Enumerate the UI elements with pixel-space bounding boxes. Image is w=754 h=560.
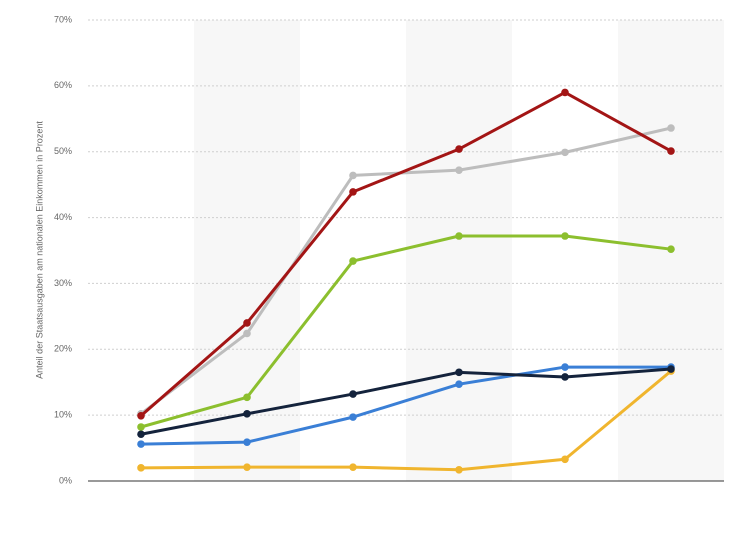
- data-point: [561, 148, 569, 157]
- y-tick-label: 70%: [54, 14, 72, 24]
- data-point: [137, 412, 145, 420]
- y-tick-label: 40%: [54, 212, 72, 222]
- data-point: [667, 124, 675, 132]
- y-tick-label: 20%: [54, 344, 72, 354]
- column-band: [194, 20, 300, 481]
- data-point: [455, 380, 463, 388]
- data-point: [137, 440, 145, 448]
- data-point: [243, 410, 251, 418]
- data-point: [349, 171, 357, 180]
- data-point: [349, 463, 357, 471]
- data-point: [137, 430, 145, 439]
- column-band: [406, 20, 512, 481]
- data-point: [349, 413, 357, 421]
- data-point: [561, 363, 569, 371]
- data-point: [243, 393, 251, 402]
- data-point: [243, 329, 251, 338]
- y-tick-label: 30%: [54, 278, 72, 288]
- data-point: [349, 188, 357, 196]
- y-tick-label: 0%: [59, 475, 72, 485]
- data-point: [561, 232, 569, 240]
- y-tick-label: 60%: [54, 80, 72, 90]
- y-tick-label: 50%: [54, 146, 72, 156]
- series-line: [140, 369, 672, 472]
- data-point: [455, 232, 463, 240]
- data-point: [667, 245, 675, 253]
- series-line: [140, 365, 671, 446]
- data-point: [667, 365, 675, 373]
- data-point: [455, 466, 463, 474]
- data-point: [667, 147, 675, 155]
- data-point: [561, 373, 569, 381]
- y-tick-label: 10%: [54, 410, 72, 420]
- y-axis-label: Anteil der Staatsausgaben am nationalen …: [34, 121, 44, 379]
- data-point: [243, 319, 251, 327]
- data-point: [349, 257, 357, 265]
- data-point: [455, 166, 463, 174]
- data-point: [455, 368, 463, 377]
- series-line: [140, 90, 672, 417]
- data-point: [243, 438, 251, 446]
- data-point: [561, 455, 569, 464]
- data-point: [561, 88, 569, 97]
- series-line: [140, 367, 672, 436]
- series-line: [140, 234, 672, 429]
- series-line: [140, 126, 672, 416]
- data-point: [137, 464, 145, 472]
- data-point: [349, 390, 357, 398]
- data-point: [137, 423, 145, 431]
- data-point: [243, 463, 251, 471]
- data-point: [455, 145, 463, 153]
